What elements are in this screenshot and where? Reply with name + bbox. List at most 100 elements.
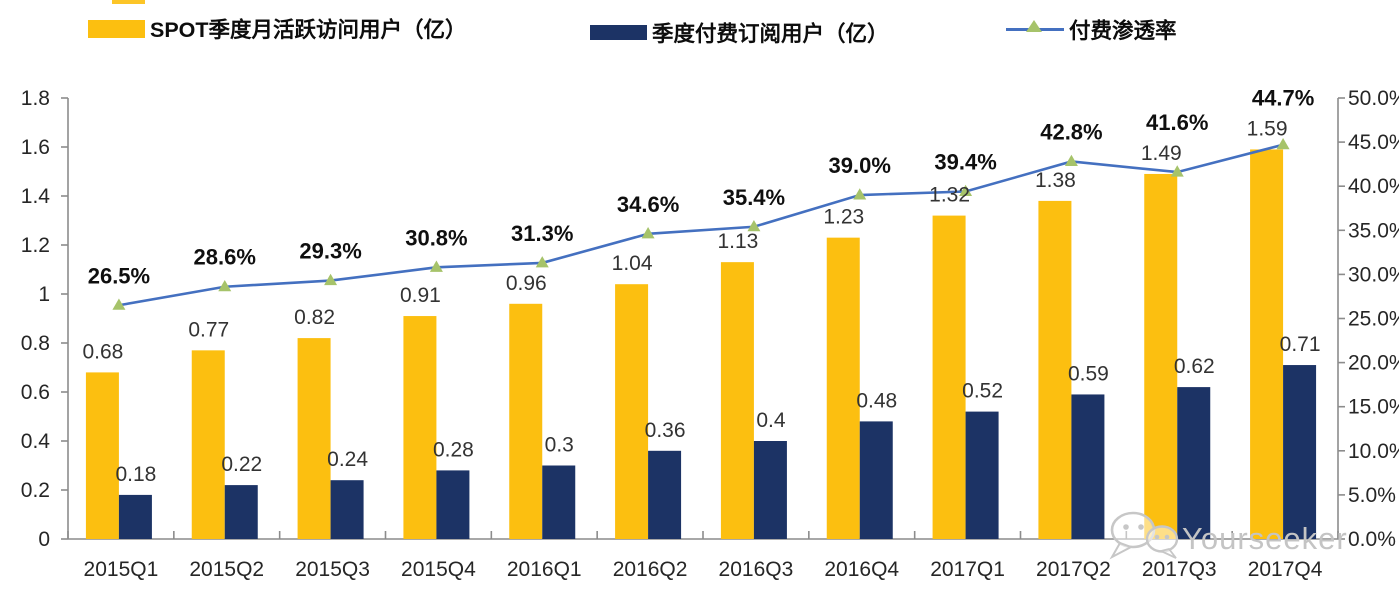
x-axis-category-label: 2015Q2	[189, 558, 264, 581]
mau-value-label: 1.13	[717, 230, 758, 253]
bubble-eye-icon	[1123, 524, 1129, 530]
penetration-value-label: 29.3%	[299, 239, 361, 264]
paid-value-label: 0.62	[1174, 355, 1215, 378]
bar-paid-2017Q3	[1177, 387, 1211, 539]
legend-label-penetration: 付费渗透率	[1069, 19, 1177, 43]
bar-paid-2015Q3	[330, 480, 364, 539]
penetration-marker-icon	[218, 279, 232, 292]
penetration-value-label: 42.8%	[1040, 120, 1102, 145]
x-axis-category-label: 2015Q1	[84, 558, 159, 581]
mau-value-label: 0.82	[294, 306, 335, 329]
watermark-text: Yourseeker	[1182, 521, 1348, 556]
bar-mau-2017Q4	[1250, 149, 1284, 539]
right-axis-label: 35.0%	[1348, 219, 1399, 242]
bar-mau-2017Q2	[1038, 200, 1072, 539]
mau-value-label: 0.68	[82, 340, 123, 363]
bar-mau-2016Q1	[509, 303, 543, 539]
x-axis-category-label: 2015Q4	[401, 558, 476, 581]
bar-paid-2017Q1	[965, 411, 999, 539]
penetration-marker-icon	[112, 298, 126, 310]
right-axis-label: 45.0%	[1348, 131, 1399, 154]
mau-value-label: 1.32	[929, 184, 970, 207]
paid-value-label: 0.71	[1280, 333, 1321, 356]
bar-paid-2015Q4	[436, 470, 470, 539]
bubble-eye-icon	[1138, 524, 1144, 530]
legend-item-penetration: 付费渗透率	[1006, 14, 1177, 45]
penetration-value-label: 35.4%	[723, 185, 785, 210]
paid-value-label: 0.36	[645, 419, 686, 442]
penetration-marker-icon	[853, 188, 867, 200]
penetration-marker-icon	[429, 260, 443, 272]
wechat-bubble-large-tail-icon	[1109, 541, 1134, 560]
bar-mau-2017Q3	[1144, 173, 1178, 539]
penetration-marker-icon	[959, 184, 973, 196]
x-axis-category-label: 2016Q3	[719, 558, 794, 581]
bar-mau-2016Q4	[826, 237, 860, 539]
penetration-value-label: 31.3%	[511, 221, 573, 246]
penetration-marker-icon	[324, 273, 338, 286]
left-axis-label: 1.2	[21, 234, 50, 257]
mau-value-label: 1.49	[1141, 142, 1182, 165]
penetration-value-label: 26.5%	[88, 263, 150, 288]
legend-label-mau: SPOT季度月活跃访问用户（亿）	[150, 18, 467, 42]
bar-mau-2015Q3	[297, 338, 331, 539]
x-axis-category-label: 2015Q3	[295, 558, 370, 581]
left-axis-label: 1.4	[21, 185, 51, 208]
penetration-marker-icon	[641, 227, 655, 239]
left-axis-label: 0.2	[21, 479, 50, 502]
penetration-value-label: 41.6%	[1146, 110, 1208, 135]
bubble-eye-icon	[1164, 534, 1170, 540]
mau-value-label: 0.77	[188, 318, 229, 341]
bar-mau-2015Q2	[191, 350, 225, 539]
mau-value-label: 1.59	[1247, 117, 1288, 140]
left-axis-label: 0	[38, 528, 50, 551]
bar-mau-2016Q2	[615, 284, 649, 539]
bar-paid-2016Q4	[859, 421, 893, 539]
bar-mau-2015Q1	[85, 372, 119, 539]
left-axis-label: 0.4	[21, 430, 51, 453]
penetration-value-label: 44.7%	[1252, 85, 1314, 110]
mau-value-label: 1.04	[612, 252, 653, 275]
bar-mau-2015Q4	[403, 316, 437, 539]
left-axis-label: 1.8	[21, 87, 50, 110]
right-axis-label: 25.0%	[1348, 308, 1399, 331]
right-axis-label: 40.0%	[1348, 175, 1399, 198]
bar-paid-2016Q1	[542, 465, 576, 539]
bar-paid-2015Q2	[224, 485, 258, 539]
left-axis-label: 1.6	[21, 136, 50, 159]
penetration-value-label: 39.0%	[829, 153, 891, 178]
paid-value-label: 0.52	[962, 380, 1003, 403]
x-axis-category-label: 2016Q1	[507, 558, 582, 581]
penetration-value-label: 30.8%	[405, 225, 467, 250]
mau-swatch-icon	[88, 19, 145, 38]
mau-value-label: 0.91	[400, 284, 441, 307]
bar-mau-2016Q3	[720, 262, 754, 539]
x-axis-category-label: 2016Q2	[613, 558, 688, 581]
x-axis-category-label: 2017Q2	[1036, 558, 1111, 581]
penetration-value-label: 28.6%	[194, 245, 256, 270]
cropped-top-swatch	[112, 0, 145, 4]
right-axis-label: 15.0%	[1348, 396, 1399, 419]
right-axis-label: 20.0%	[1348, 352, 1399, 375]
right-axis-label: 10.0%	[1348, 440, 1399, 463]
left-axis-label: 1	[38, 283, 50, 306]
wechat-bubble-small-icon	[1145, 525, 1179, 553]
x-axis-category-label: 2017Q3	[1142, 558, 1217, 581]
mau-value-label: 1.38	[1035, 169, 1076, 192]
mau-value-label: 0.96	[506, 272, 547, 295]
penetration-value-label: 39.4%	[934, 149, 996, 174]
paid-value-label: 0.48	[856, 389, 897, 412]
paid-value-label: 0.22	[221, 453, 262, 476]
paid-value-label: 0.24	[327, 448, 368, 471]
penetration-marker-icon	[747, 219, 761, 232]
paid-value-label: 0.28	[433, 438, 474, 461]
penetration-line	[118, 143, 1284, 307]
left-axis-label: 0.8	[21, 332, 50, 355]
penetration-marker-icon	[1064, 154, 1078, 167]
bar-mau-2017Q1	[932, 215, 966, 539]
legend-item-mau: SPOT季度月活跃访问用户（亿）	[88, 13, 467, 44]
x-axis-category-label: 2017Q4	[1248, 558, 1323, 581]
penetration-marker-icon	[1276, 137, 1290, 150]
